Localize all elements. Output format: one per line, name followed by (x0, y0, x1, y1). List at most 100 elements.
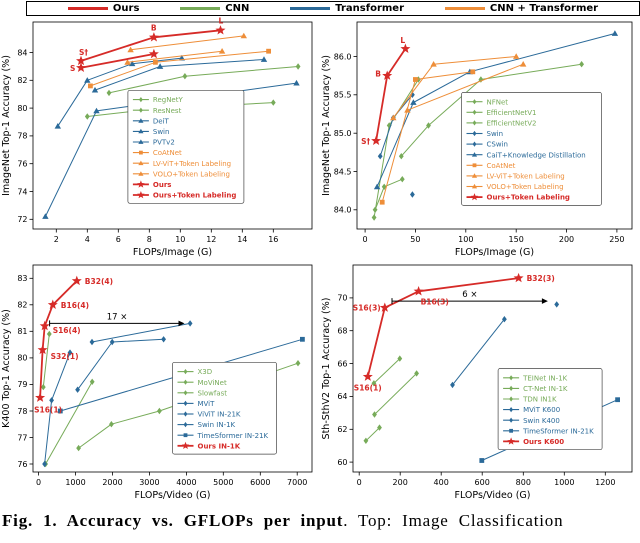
series-vivit-in-21k (89, 320, 193, 346)
svg-text:78: 78 (17, 407, 27, 416)
model-label: L (400, 36, 405, 45)
svg-text:4: 4 (85, 235, 90, 244)
model-label: S16(3) (353, 304, 381, 313)
legend-label-transformer: Transformer (335, 3, 405, 14)
svg-text:TEINet IN-1K: TEINet IN-1K (522, 374, 568, 382)
svg-text:14: 14 (237, 235, 247, 244)
legend-item-ours: Ours (67, 3, 139, 14)
model-label: S16(1) (34, 406, 62, 415)
svg-text:Ours IN-1K: Ours IN-1K (198, 442, 241, 450)
svg-text:84.0: 84.0 (334, 206, 352, 215)
svg-text:LV-ViT+Token Labeling: LV-ViT+Token Labeling (153, 160, 231, 168)
x-axis: 0 1000 2000 3000 4000 5000 6000 7000 FLOPs/Video… (36, 472, 307, 501)
series-swin-k400 (554, 301, 560, 308)
legend-label-cnn: CNN (225, 3, 250, 14)
transformer-color-line (290, 6, 331, 11)
plot-legend: X3D MoViNet Slowfast MViT ViViT IN-21K Swin I… (172, 361, 277, 455)
svg-text:1000: 1000 (65, 478, 85, 487)
series-ours (76, 48, 159, 72)
chart-imagenet-small-models: 2 4 6 8 10 12 14 16 FLOPs/Image (G) 72 74 76 78 80 82 8… (1, 16, 313, 258)
y-axis: 72 74 76 78 80 82 84 ImageNet Top-1 Accuracy (%… (1, 48, 33, 224)
model-label: B (151, 23, 157, 32)
figure-caption: Fig. 1. Accuracy vs. GFLOPs per input. T… (0, 502, 640, 531)
svg-text:600: 600 (475, 478, 490, 487)
svg-text:EfficientNetV1: EfficientNetV1 (487, 109, 537, 117)
series-coatnet (379, 69, 476, 205)
svg-text:76: 76 (17, 160, 27, 169)
svg-text:84: 84 (17, 48, 27, 57)
series-volo-token-labeling (390, 53, 520, 121)
model-label: S32(1) (51, 352, 79, 361)
series-volo-token-labeling (127, 32, 247, 53)
svg-text:81: 81 (17, 327, 27, 336)
arrow-label: 6 × (462, 290, 477, 300)
svg-text:Swin IN-1K: Swin IN-1K (198, 421, 236, 429)
model-label: B16(4) (61, 301, 89, 310)
svg-text:100: 100 (458, 235, 473, 244)
svg-text:5000: 5000 (213, 478, 233, 487)
svg-text:VOLO+Token Labeling: VOLO+Token Labeling (153, 170, 230, 178)
series-swin (410, 191, 415, 198)
svg-text:PVTv2: PVTv2 (153, 139, 175, 147)
flops-reduction-arrow: 17 × (49, 312, 185, 327)
svg-text:68: 68 (337, 327, 347, 336)
svg-text:83: 83 (17, 274, 27, 283)
y-axis: 60 62 64 66 68 70 Sth-SthV2 Top-1 Accuracy (%) (321, 294, 353, 467)
y-axis: 76 77 78 79 80 81 82 83 K400 Top-1 Accuracy (%) (1, 274, 33, 469)
svg-text:Swin K400: Swin K400 (523, 417, 560, 425)
svg-text:TimeSformer IN-21K: TimeSformer IN-21K (197, 432, 269, 440)
svg-text:Ours K600: Ours K600 (523, 438, 564, 446)
cnn-transformer-color-line (444, 6, 485, 11)
svg-text:66: 66 (337, 359, 347, 368)
series-swin-in-1k (75, 336, 166, 393)
svg-text:85.0: 85.0 (334, 129, 352, 138)
svg-text:6000: 6000 (250, 478, 270, 487)
legend-item-cnn-transformer: CNN + Transformer (444, 3, 598, 14)
svg-text:Ours+Token Labeling: Ours+Token Labeling (153, 192, 236, 200)
series-lv-vit-token-labeling (404, 61, 527, 113)
svg-text:1200: 1200 (595, 478, 615, 487)
svg-text:85.5: 85.5 (334, 91, 352, 100)
svg-text:DeiT: DeiT (153, 117, 170, 125)
svg-text:CaiT+Knowledge Distillation: CaiT+Knowledge Distillation (487, 151, 586, 159)
svg-text:80: 80 (17, 104, 27, 113)
svg-text:200: 200 (559, 235, 574, 244)
svg-text:400: 400 (434, 478, 449, 487)
y-axis-label: Sth-SthV2 Top-1 Accuracy (%) (321, 298, 332, 440)
svg-text:78: 78 (17, 132, 27, 141)
annotations: S S† B L (70, 16, 224, 73)
svg-text:0: 0 (357, 478, 362, 487)
annotations: B32(4) B16(4) S16(4) S32(1) S16(1) (34, 277, 113, 415)
figure-legend: Ours CNN Transformer CNN + Transformer (26, 1, 640, 16)
svg-text:800: 800 (516, 478, 531, 487)
svg-text:80: 80 (17, 354, 27, 363)
svg-text:3000: 3000 (139, 478, 159, 487)
svg-text:0: 0 (36, 478, 41, 487)
series-ct-net-in-1k (372, 370, 419, 418)
x-axis: 0 50 100 150 200 250 FLOPs/Image (G) (363, 229, 625, 258)
y-axis-label: ImageNet Top-1 Accuracy (%) (321, 55, 332, 196)
caption-title: Fig. 1. Accuracy vs. GFLOPs per input (2, 511, 344, 530)
svg-text:60: 60 (337, 458, 347, 467)
x-axis-label: FLOPs/Image (G) (455, 247, 534, 258)
svg-text:TimeSformer IN-21K: TimeSformer IN-21K (522, 427, 594, 435)
svg-text:12: 12 (206, 235, 216, 244)
y-axis-label: K400 Top-1 Accuracy (%) (1, 309, 12, 428)
svg-text:2: 2 (54, 235, 59, 244)
svg-text:72: 72 (17, 215, 27, 224)
model-label: S† (79, 48, 88, 57)
plot-legend: TEINet IN-1K CT-Net IN-1K TDN IN1K MViT K60… (497, 368, 603, 451)
svg-text:CoAtNet: CoAtNet (153, 149, 182, 157)
svg-text:ViViT IN-21K: ViViT IN-21K (198, 411, 241, 419)
series-coatnet (88, 48, 271, 89)
legend-item-cnn: CNN (180, 3, 249, 14)
svg-text:Swin: Swin (487, 130, 504, 138)
model-label: S (70, 64, 75, 73)
svg-text:ResNest: ResNest (153, 107, 182, 115)
svg-text:LV-ViT+Token Labeling: LV-ViT+Token Labeling (487, 173, 565, 181)
series-mvit (42, 349, 73, 468)
svg-text:CT-Net IN-1K: CT-Net IN-1K (523, 385, 568, 393)
model-label: S† (361, 137, 370, 146)
chart-imagenet-large-models: 0 50 100 150 200 250 FLOPs/Image (G) 84.0 84.5 85… (321, 21, 633, 258)
svg-text:Ours+Token Labeling: Ours+Token Labeling (487, 194, 570, 202)
